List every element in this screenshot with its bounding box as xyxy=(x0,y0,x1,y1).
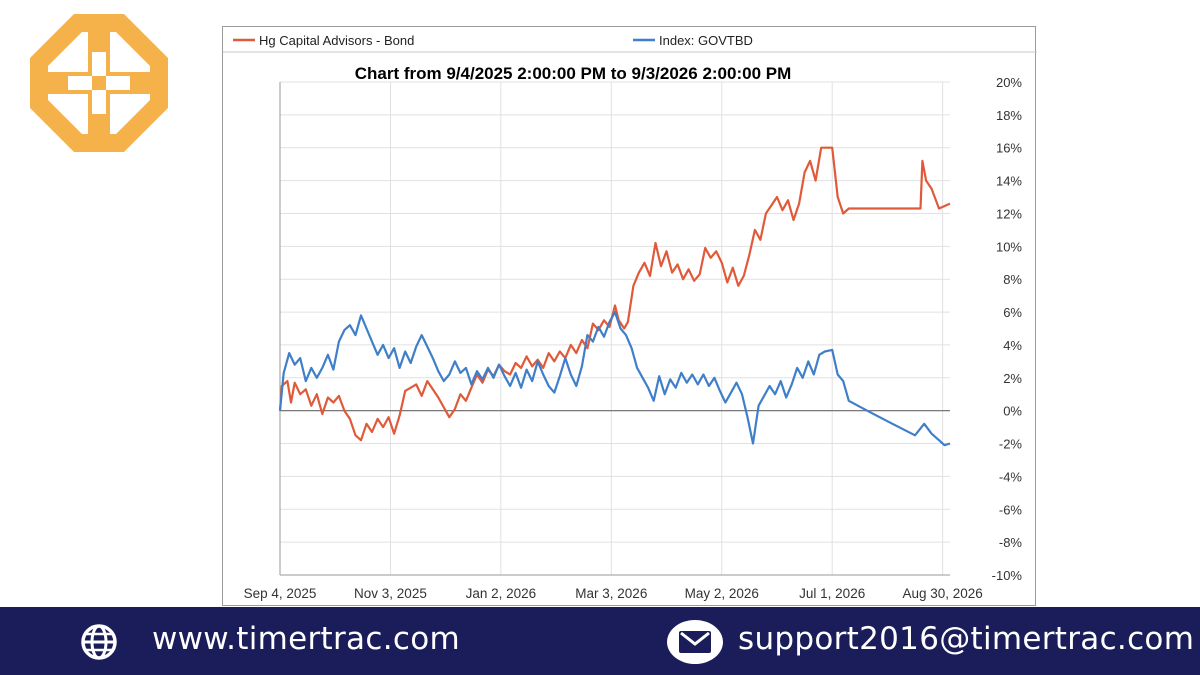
envelope-icon xyxy=(667,620,723,664)
y-tick-label: 14% xyxy=(996,174,1022,189)
x-tick-label: Aug 30, 2026 xyxy=(902,586,982,601)
chart-legend: Hg Capital Advisors - Bond Index: GOVTBD xyxy=(233,33,753,48)
x-tick-label: Nov 3, 2025 xyxy=(354,586,427,601)
contact-footer: www.timertrac.com support2016@timertrac.… xyxy=(0,607,1200,675)
y-tick-label: -6% xyxy=(999,502,1023,517)
y-tick-label: 2% xyxy=(1003,371,1022,386)
y-tick-label: -2% xyxy=(999,437,1023,452)
series-line-fund xyxy=(278,146,951,442)
y-tick-label: 18% xyxy=(996,108,1022,123)
y-tick-label: 0% xyxy=(1003,404,1022,419)
website-link[interactable]: www.timertrac.com xyxy=(152,621,460,657)
x-tick-label: May 2, 2026 xyxy=(685,586,759,601)
y-tick-label: -4% xyxy=(999,469,1023,484)
x-tick-label: Jan 2, 2026 xyxy=(466,586,537,601)
performance-chart: Hg Capital Advisors - Bond Index: GOVTBD … xyxy=(222,26,1037,606)
legend-label: Hg Capital Advisors - Bond xyxy=(259,33,414,48)
y-tick-label: 6% xyxy=(1003,305,1022,320)
y-tick-label: 20% xyxy=(996,75,1022,90)
x-tick-label: Jul 1, 2026 xyxy=(799,586,865,601)
chart-canvas: Hg Capital Advisors - Bond Index: GOVTBD … xyxy=(223,33,1037,601)
x-tick-label: Sep 4, 2025 xyxy=(244,586,317,601)
email-link[interactable]: support2016@timertrac.com xyxy=(738,621,1195,657)
y-tick-label: 4% xyxy=(1003,338,1022,353)
y-tick-label: 10% xyxy=(996,239,1022,254)
y-tick-label: 8% xyxy=(1003,272,1022,287)
company-logo xyxy=(30,14,168,152)
legend-label: Index: GOVTBD xyxy=(659,33,753,48)
y-tick-label: 16% xyxy=(996,141,1022,156)
y-tick-label: 12% xyxy=(996,206,1022,221)
series-line-index xyxy=(278,311,951,447)
y-tick-label: -10% xyxy=(992,568,1023,583)
chart-title: Chart from 9/4/2025 2:00:00 PM to 9/3/20… xyxy=(355,64,792,83)
y-tick-label: -8% xyxy=(999,535,1023,550)
x-tick-label: Mar 3, 2026 xyxy=(575,586,647,601)
globe-icon xyxy=(81,624,117,660)
